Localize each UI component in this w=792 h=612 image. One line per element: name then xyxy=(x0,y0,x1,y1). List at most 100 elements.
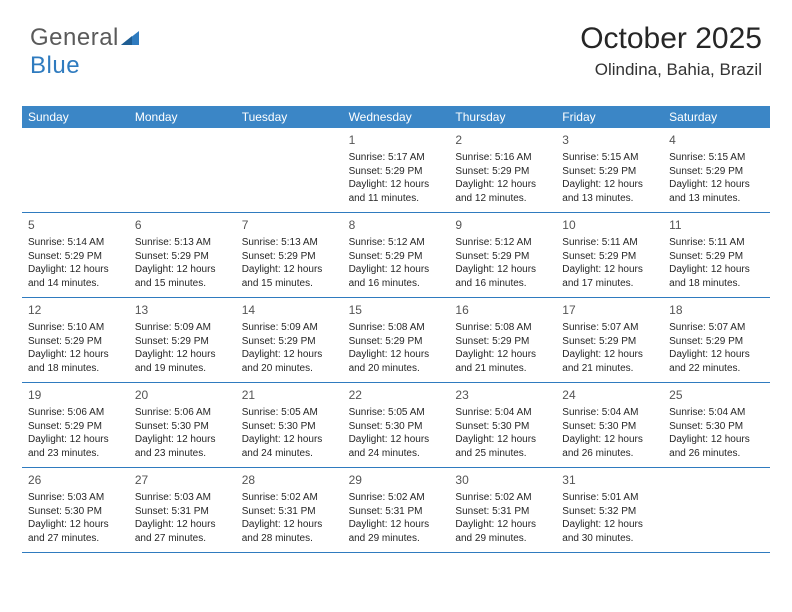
day-cell: 8 Sunrise: 5:12 AMSunset: 5:29 PMDaylight… xyxy=(343,213,450,297)
day-info: Sunrise: 5:11 AMSunset: 5:29 PMDaylight:… xyxy=(562,236,657,290)
day-number: 18 xyxy=(669,302,764,318)
day-header: Wednesday xyxy=(343,106,450,128)
day-number: 5 xyxy=(28,217,123,233)
day-cell: 6Sunrise: 5:13 AMSunset: 5:29 PMDaylight… xyxy=(129,213,236,297)
day-info: Sunrise: 5:12 AMSunset: 5:29 PMDaylight:… xyxy=(349,236,444,290)
day-cell: 27 Sunrise: 5:03 AMSunset: 5:31 PMDayligh… xyxy=(129,468,236,552)
day-info: Sunrise: 5:02 AMSunset: 5:31 PMDaylight:… xyxy=(455,491,550,545)
day-cell: 22 Sunrise: 5:05 AMSunset: 5:30 PMDayligh… xyxy=(343,383,450,467)
day-cell: 14 Sunrise: 5:09 AMSunset: 5:29 PMDayligh… xyxy=(236,298,343,382)
day-number: 23 xyxy=(455,387,550,403)
day-cell: 13 Sunrise: 5:09 AMSunset: 5:29 PMDayligh… xyxy=(129,298,236,382)
week-row: 5Sunrise: 5:14 AMSunset: 5:29 PMDaylight… xyxy=(22,213,770,298)
day-info: Sunrise: 5:06 AMSunset: 5:30 PMDaylight:… xyxy=(135,406,230,460)
day-number: 25 xyxy=(669,387,764,403)
day-cell: 31 Sunrise: 5:01 AMSunset: 5:32 PMDayligh… xyxy=(556,468,663,552)
brand-logo: General Blue xyxy=(30,24,143,80)
day-number: 19 xyxy=(28,387,123,403)
day-info: Sunrise: 5:15 AMSunset: 5:29 PMDaylight:… xyxy=(562,151,657,205)
day-cell: 24 Sunrise: 5:04 AMSunset: 5:30 PMDayligh… xyxy=(556,383,663,467)
day-number: 30 xyxy=(455,472,550,488)
day-number: 13 xyxy=(135,302,230,318)
day-number: 10 xyxy=(562,217,657,233)
day-number: 14 xyxy=(242,302,337,318)
day-info: Sunrise: 5:04 AMSunset: 5:30 PMDaylight:… xyxy=(669,406,764,460)
empty-cell xyxy=(22,128,129,212)
day-number: 7 xyxy=(242,217,337,233)
day-number: 24 xyxy=(562,387,657,403)
day-cell: 3Sunrise: 5:15 AMSunset: 5:29 PMDaylight… xyxy=(556,128,663,212)
day-cell: 12 Sunrise: 5:10 AMSunset: 5:29 PMDayligh… xyxy=(22,298,129,382)
day-info: Sunrise: 5:13 AMSunset: 5:29 PMDaylight:… xyxy=(242,236,337,290)
day-cell: 26 Sunrise: 5:03 AMSunset: 5:30 PMDayligh… xyxy=(22,468,129,552)
day-info: Sunrise: 5:17 AMSunset: 5:29 PMDaylight:… xyxy=(349,151,444,205)
day-cell: 17 Sunrise: 5:07 AMSunset: 5:29 PMDayligh… xyxy=(556,298,663,382)
day-number: 20 xyxy=(135,387,230,403)
day-cell: 1 Sunrise: 5:17 AMSunset: 5:29 PMDaylight… xyxy=(343,128,450,212)
day-number: 31 xyxy=(562,472,657,488)
day-number: 26 xyxy=(28,472,123,488)
day-info: Sunrise: 5:06 AMSunset: 5:29 PMDaylight:… xyxy=(28,406,123,460)
day-header: Sunday xyxy=(22,106,129,128)
day-number: 11 xyxy=(669,217,764,233)
day-cell: 15 Sunrise: 5:08 AMSunset: 5:29 PMDayligh… xyxy=(343,298,450,382)
day-info: Sunrise: 5:03 AMSunset: 5:30 PMDaylight:… xyxy=(28,491,123,545)
day-cell: 20 Sunrise: 5:06 AMSunset: 5:30 PMDayligh… xyxy=(129,383,236,467)
day-info: Sunrise: 5:05 AMSunset: 5:30 PMDaylight:… xyxy=(349,406,444,460)
day-cell: 18Sunrise: 5:07 AMSunset: 5:29 PMDayligh… xyxy=(663,298,770,382)
day-number: 1 xyxy=(349,132,444,148)
day-info: Sunrise: 5:01 AMSunset: 5:32 PMDaylight:… xyxy=(562,491,657,545)
day-cell: 16 Sunrise: 5:08 AMSunset: 5:29 PMDayligh… xyxy=(449,298,556,382)
day-number: 29 xyxy=(349,472,444,488)
brand-part1: General xyxy=(30,24,119,51)
day-header: Thursday xyxy=(449,106,556,128)
day-number: 9 xyxy=(455,217,550,233)
day-cell: 28 Sunrise: 5:02 AMSunset: 5:31 PMDayligh… xyxy=(236,468,343,552)
day-info: Sunrise: 5:16 AMSunset: 5:29 PMDaylight:… xyxy=(455,151,550,205)
day-info: Sunrise: 5:12 AMSunset: 5:29 PMDaylight:… xyxy=(455,236,550,290)
day-number: 28 xyxy=(242,472,337,488)
day-cell: 30 Sunrise: 5:02 AMSunset: 5:31 PMDayligh… xyxy=(449,468,556,552)
empty-cell xyxy=(663,468,770,552)
day-number: 16 xyxy=(455,302,550,318)
week-row: 12 Sunrise: 5:10 AMSunset: 5:29 PMDayligh… xyxy=(22,298,770,383)
sail-icon xyxy=(121,29,143,47)
day-info: Sunrise: 5:09 AMSunset: 5:29 PMDaylight:… xyxy=(135,321,230,375)
day-number: 4 xyxy=(669,132,764,148)
day-number: 17 xyxy=(562,302,657,318)
day-info: Sunrise: 5:04 AMSunset: 5:30 PMDaylight:… xyxy=(562,406,657,460)
day-cell: 25 Sunrise: 5:04 AMSunset: 5:30 PMDayligh… xyxy=(663,383,770,467)
day-header: Tuesday xyxy=(236,106,343,128)
day-cell: 21 Sunrise: 5:05 AMSunset: 5:30 PMDayligh… xyxy=(236,383,343,467)
day-cell: 11 Sunrise: 5:11 AMSunset: 5:29 PMDayligh… xyxy=(663,213,770,297)
page-title: October 2025 Olindina, Bahia, Brazil xyxy=(580,22,762,80)
day-info: Sunrise: 5:04 AMSunset: 5:30 PMDaylight:… xyxy=(455,406,550,460)
day-number: 15 xyxy=(349,302,444,318)
day-number: 27 xyxy=(135,472,230,488)
day-info: Sunrise: 5:03 AMSunset: 5:31 PMDaylight:… xyxy=(135,491,230,545)
week-row: 19 Sunrise: 5:06 AMSunset: 5:29 PMDayligh… xyxy=(22,383,770,468)
day-info: Sunrise: 5:11 AMSunset: 5:29 PMDaylight:… xyxy=(669,236,764,290)
day-cell: 23 Sunrise: 5:04 AMSunset: 5:30 PMDayligh… xyxy=(449,383,556,467)
day-info: Sunrise: 5:10 AMSunset: 5:29 PMDaylight:… xyxy=(28,321,123,375)
day-info: Sunrise: 5:15 AMSunset: 5:29 PMDaylight:… xyxy=(669,151,764,205)
week-row: 26 Sunrise: 5:03 AMSunset: 5:30 PMDayligh… xyxy=(22,468,770,553)
day-info: Sunrise: 5:09 AMSunset: 5:29 PMDaylight:… xyxy=(242,321,337,375)
day-header: Saturday xyxy=(663,106,770,128)
day-info: Sunrise: 5:08 AMSunset: 5:29 PMDaylight:… xyxy=(455,321,550,375)
empty-cell xyxy=(236,128,343,212)
day-number: 12 xyxy=(28,302,123,318)
day-info: Sunrise: 5:05 AMSunset: 5:30 PMDaylight:… xyxy=(242,406,337,460)
day-number: 2 xyxy=(455,132,550,148)
empty-cell xyxy=(129,128,236,212)
day-number: 22 xyxy=(349,387,444,403)
day-number: 21 xyxy=(242,387,337,403)
day-number: 8 xyxy=(349,217,444,233)
day-cell: 4 Sunrise: 5:15 AMSunset: 5:29 PMDaylight… xyxy=(663,128,770,212)
day-info: Sunrise: 5:07 AMSunset: 5:29 PMDaylight:… xyxy=(562,321,657,375)
calendar: SundayMondayTuesdayWednesdayThursdayFrid… xyxy=(22,106,770,553)
day-info: Sunrise: 5:02 AMSunset: 5:31 PMDaylight:… xyxy=(242,491,337,545)
day-info: Sunrise: 5:08 AMSunset: 5:29 PMDaylight:… xyxy=(349,321,444,375)
day-cell: 29Sunrise: 5:02 AMSunset: 5:31 PMDayligh… xyxy=(343,468,450,552)
day-info: Sunrise: 5:13 AMSunset: 5:29 PMDaylight:… xyxy=(135,236,230,290)
